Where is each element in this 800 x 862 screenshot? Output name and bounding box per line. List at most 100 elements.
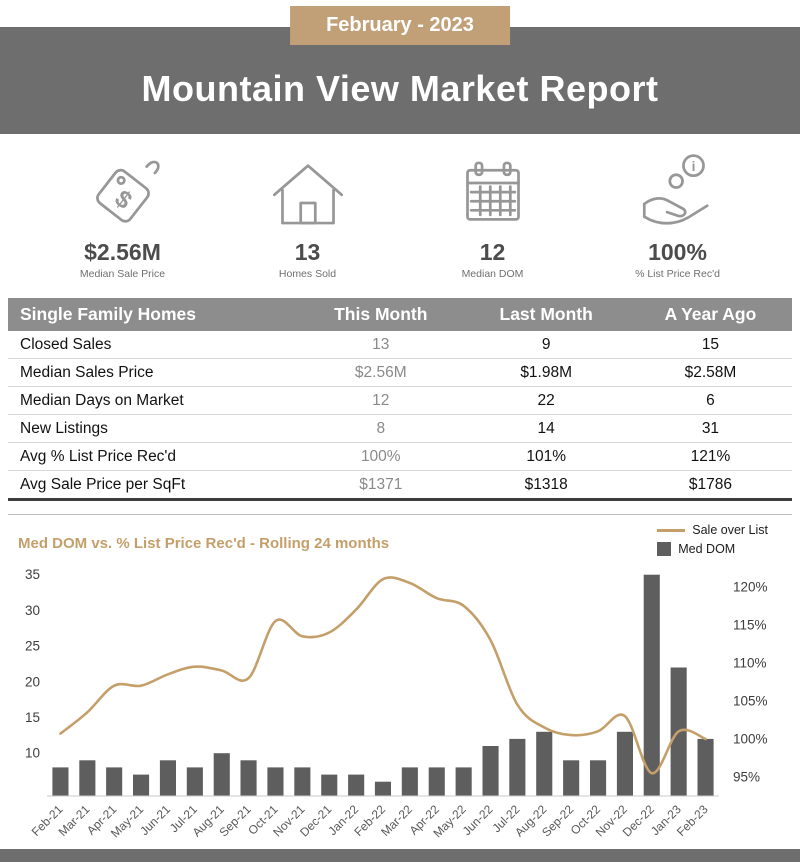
x-axis-label: Jun-21 [137,802,173,838]
price-tag-icon: $ [30,150,215,234]
row-label: Avg Sale Price per SqFt [8,470,299,501]
market-table: Single Family Homes This Month Last Mont… [8,298,792,501]
med-dom-bar [321,774,338,796]
row-label: Median Days on Market [8,386,299,415]
table-header-this-month: This Month [298,298,464,331]
med-dom-bar [616,731,633,796]
legend-item-sale-over-list: Sale over List [657,523,768,537]
med-dom-bar [186,767,203,796]
svg-text:$: $ [109,185,137,215]
stat-value: 13 [294,239,321,265]
stat-label: % List Price Rec'd [635,268,720,280]
row-this-month: 100% [298,442,464,471]
med-dom-bar [159,760,176,796]
stat-value: 12 [479,239,506,265]
sale-over-list-line [59,576,707,775]
left-axis-tick: 15 [25,710,40,725]
row-this-month: $2.56M [298,358,464,387]
table-row: Median Sales Price $2.56M $1.98M $2.58M [8,358,792,387]
row-last-month: 14 [463,414,629,443]
table-row: New Listings 8 14 31 [8,414,792,443]
stat-label: Median Sale Price [79,268,166,280]
section-divider [8,514,792,515]
right-axis-tick: 110% [733,655,767,670]
legend-item-med-dom: Med DOM [657,542,768,556]
med-dom-bar [536,731,553,796]
stats-row: $ $2.56M Median Sale Price 13 Homes Sold [0,134,800,284]
med-dom-bar [213,753,230,796]
table-row: Median Days on Market 12 22 6 [8,386,792,415]
row-year-ago: 31 [628,414,792,443]
legend-label: Sale over List [692,523,768,537]
report-header: Mountain View Market Report February - 2… [0,0,800,134]
row-last-month: 101% [463,442,629,471]
svg-text:i: i [691,159,695,174]
x-axis-label: Jun-22 [460,802,496,838]
med-dom-bar [348,774,365,796]
row-label: Avg % List Price Rec'd [8,442,299,471]
left-axis-tick: 10 [25,746,40,761]
med-dom-bar [509,738,526,796]
month-ribbon: February - 2023 [290,6,510,45]
row-this-month: $1371 [298,470,464,501]
med-dom-bar [294,767,311,796]
legend-label: Med DOM [678,542,736,556]
table-row: Avg % List Price Rec'd 100% 101% 121% [8,442,792,471]
market-table-header: Single Family Homes This Month Last Mont… [8,298,792,331]
left-axis-tick: 35 [25,567,40,582]
med-dom-bar [267,767,284,796]
line-swatch-icon [657,528,686,532]
x-axis-label: Mar-22 [378,802,415,839]
med-dom-bar [563,760,580,796]
med-dom-bar [401,767,418,796]
med-dom-bar [697,738,714,796]
right-axis-tick: 120% [733,579,768,594]
med-dom-bar [455,767,472,796]
med-dom-bar [590,760,607,796]
row-year-ago: 121% [628,442,792,471]
row-year-ago: $1786 [628,470,792,501]
row-this-month: 13 [298,331,464,359]
row-label: New Listings [8,414,299,443]
left-axis-tick: 25 [25,639,40,654]
house-icon [215,150,400,234]
row-year-ago: 15 [628,331,792,359]
table-header-year-ago: A Year Ago [628,298,792,331]
stat-label: Homes Sold [278,268,337,280]
bar-swatch-icon [657,542,672,556]
row-this-month: 12 [298,386,464,415]
left-axis-tick: 20 [25,674,40,689]
med-dom-bar [240,760,257,796]
row-last-month: 9 [463,331,629,359]
row-last-month: $1318 [463,470,629,501]
x-axis-label: Mar-21 [56,802,93,839]
table-row: Closed Sales 13 9 15 [8,331,792,359]
page-title: Mountain View Market Report [141,67,659,109]
stat-value: $2.56M [84,239,161,265]
chart-section: Med DOM vs. % List Price Rec'd - Rolling… [0,515,800,862]
stat-value: 100% [648,239,707,265]
row-year-ago: 6 [628,386,792,415]
row-last-month: $1.98M [463,358,629,387]
right-axis-tick: 115% [733,617,767,632]
row-this-month: 8 [298,414,464,443]
med-dom-bar [428,767,445,796]
row-year-ago: $2.58M [628,358,792,387]
dom-vs-list-price-chart: 10 15 20 25 30 35 95% 100% 105% 110% 115% 120% Feb-2… [25,567,768,840]
row-label: Median Sales Price [8,358,299,387]
table-header-category: Single Family Homes [8,298,299,331]
right-axis-tick: 105% [733,693,768,708]
left-axis-tick: 30 [25,603,40,618]
chart-title: Med DOM vs. % List Price Rec'd - Rolling… [18,535,390,552]
stat-median-sale-price: $ $2.56M Median Sale Price [30,150,215,280]
stat-homes-sold: 13 Homes Sold [215,150,400,280]
stat-list-price-recd: i 100% % List Price Rec'd [585,150,770,280]
med-dom-bar [133,774,150,796]
row-last-month: 22 [463,386,629,415]
stat-label: Median DOM [461,268,524,280]
table-header-last-month: Last Month [463,298,629,331]
x-axis-label: Feb-23 [674,802,711,839]
med-dom-bar [643,574,660,796]
row-label: Closed Sales [8,331,299,359]
